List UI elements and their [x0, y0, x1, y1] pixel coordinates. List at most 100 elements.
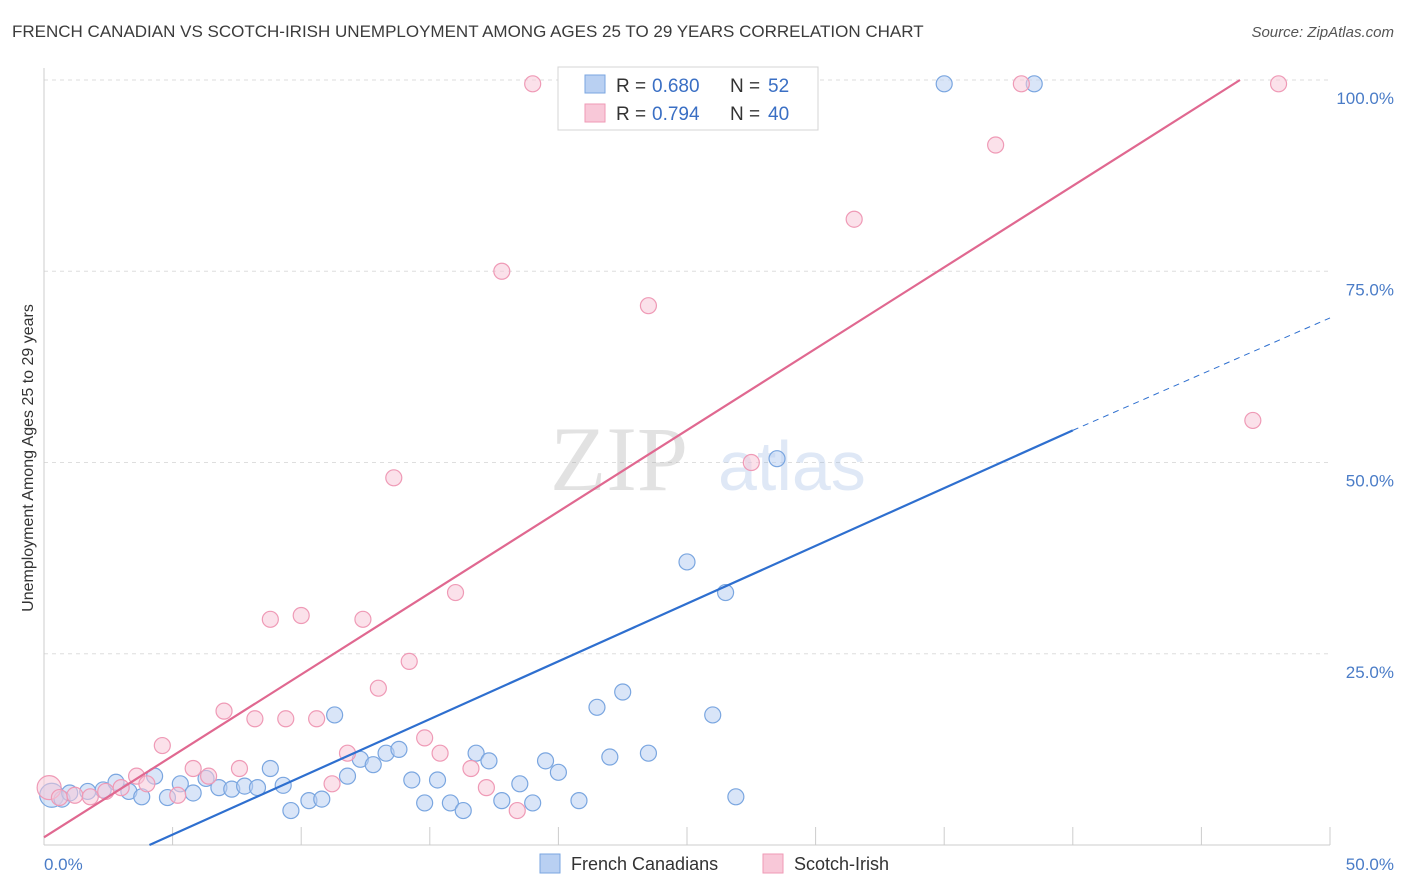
point-scotch-irish-36 — [987, 136, 1005, 154]
bottom-legend-label-scotch-irish: Scotch-Irish — [794, 854, 889, 874]
point-scotch-irish-37 — [1012, 75, 1030, 93]
point-french-canadians-34 — [480, 752, 498, 770]
chart-source: Source: ZipAtlas.com — [1251, 24, 1394, 41]
point-scotch-irish-25 — [416, 729, 434, 747]
trend-layer — [43, 79, 1331, 847]
legend-r-label-1: R = — [616, 104, 646, 125]
legend-r-label-0: R = — [616, 76, 646, 97]
point-scotch-irish-29 — [477, 779, 495, 797]
y-tick-label-50: 50.0% — [1346, 472, 1394, 491]
watermark: ZIP atlas — [550, 408, 866, 510]
point-french-canadians-17 — [261, 759, 279, 778]
trend-line-extension-french-canadians — [1072, 317, 1331, 431]
point-french-canadians-50 — [935, 75, 953, 93]
point-scotch-irish-28 — [462, 759, 480, 778]
point-scotch-irish-15 — [261, 610, 279, 628]
point-scotch-irish-16 — [277, 710, 295, 728]
trend-line-french-canadians — [149, 429, 1074, 847]
x-tick-label-min: 0.0% — [44, 855, 83, 874]
point-scotch-irish-9 — [169, 786, 187, 804]
legend-r-value-1: 0.794 — [652, 104, 700, 125]
x-ticks — [172, 827, 1331, 845]
bottom-legend-label-french-canadians: French Canadians — [571, 854, 718, 874]
point-french-canadians-11 — [184, 784, 202, 802]
stats-legend: R = 0.680 N = 52 R = 0.794 N = 40 — [557, 66, 819, 131]
point-scotch-irish-22 — [369, 679, 387, 697]
point-scotch-irish-30 — [493, 262, 511, 280]
point-scotch-irish-12 — [215, 702, 233, 720]
point-french-canadians-19 — [282, 801, 300, 820]
bottom-legend-swatch-scotch-irish — [762, 853, 784, 874]
legend-swatch-french-canadians — [584, 74, 606, 94]
point-scotch-irish-17 — [292, 606, 310, 625]
point-french-canadians-25 — [364, 756, 382, 774]
series-legend: French Canadians Scotch-Irish — [539, 853, 889, 874]
point-french-canadians-27 — [390, 740, 408, 758]
point-french-canadians-48 — [727, 788, 745, 806]
y-tick-label-25: 25.0% — [1346, 663, 1394, 682]
point-french-canadians-37 — [524, 794, 542, 812]
point-scotch-irish-35 — [845, 210, 863, 228]
legend-n-value-0: 52 — [768, 76, 789, 97]
point-scotch-irish-34 — [742, 453, 760, 472]
point-french-canadians-30 — [428, 771, 447, 789]
point-french-canadians-46 — [704, 706, 722, 724]
bottom-legend-swatch-french-canadians — [539, 853, 561, 874]
point-scotch-irish-33 — [639, 297, 658, 315]
point-french-canadians-45 — [678, 553, 696, 571]
y-tick-label-100: 100.0% — [1336, 89, 1394, 108]
point-french-canadians-39 — [549, 763, 568, 781]
legend-n-value-1: 40 — [768, 104, 789, 125]
point-french-canadians-35 — [493, 792, 511, 810]
point-scotch-irish-23 — [385, 469, 403, 487]
point-scotch-irish-21 — [354, 610, 372, 628]
point-scotch-irish-2 — [66, 786, 84, 804]
point-french-canadians-29 — [416, 794, 434, 812]
point-scotch-irish-10 — [184, 759, 202, 778]
point-scotch-irish-8 — [153, 736, 171, 755]
x-tick-label-max: 50.0% — [1346, 855, 1394, 874]
point-scotch-irish-31 — [508, 801, 526, 820]
point-scotch-irish-7 — [138, 775, 156, 793]
point-french-canadians-49 — [768, 450, 786, 468]
point-french-canadians-38 — [536, 752, 555, 770]
watermark-atlas: atlas — [718, 427, 866, 505]
point-french-canadians-43 — [614, 683, 632, 701]
y-axis-label: Unemployment Among Ages 25 to 29 years — [20, 304, 37, 612]
point-scotch-irish-38 — [1244, 411, 1262, 430]
point-scotch-irish-19 — [323, 775, 341, 793]
point-french-canadians-33 — [467, 744, 485, 762]
point-scotch-irish-11 — [200, 767, 218, 785]
point-french-canadians-22 — [326, 706, 344, 724]
trend-line-scotch-irish — [43, 79, 1241, 839]
point-french-canadians-42 — [601, 748, 619, 766]
point-french-canadians-40 — [570, 792, 588, 810]
point-scotch-irish-27 — [446, 583, 465, 602]
point-scotch-irish-14 — [246, 710, 264, 728]
legend-swatch-scotch-irish — [584, 103, 606, 123]
point-french-canadians-23 — [338, 767, 357, 785]
point-scotch-irish-1 — [50, 788, 69, 807]
point-french-canadians-21 — [313, 790, 331, 808]
point-scotch-irish-24 — [400, 652, 418, 671]
point-scotch-irish-3 — [81, 788, 99, 806]
points-layer — [36, 75, 1288, 820]
point-scotch-irish-13 — [230, 759, 249, 778]
point-scotch-irish-32 — [524, 75, 542, 93]
point-french-canadians-36 — [511, 775, 529, 793]
point-scotch-irish-39 — [1269, 75, 1288, 93]
point-french-canadians-44 — [639, 744, 658, 762]
chart-title: FRENCH CANADIAN VS SCOTCH-IRISH UNEMPLOY… — [12, 22, 924, 41]
point-french-canadians-32 — [454, 801, 472, 820]
legend-n-label-0: N = — [730, 76, 760, 97]
point-scotch-irish-26 — [431, 744, 449, 762]
y-tick-label-75: 75.0% — [1346, 280, 1394, 299]
y-tick-labels: 25.0% 50.0% 75.0% 100.0% — [1336, 89, 1394, 682]
point-scotch-irish-18 — [308, 710, 326, 728]
watermark-zip: ZIP — [550, 408, 688, 510]
legend-r-value-0: 0.680 — [652, 76, 700, 97]
point-french-canadians-28 — [403, 771, 421, 789]
point-french-canadians-31 — [441, 794, 459, 812]
point-french-canadians-41 — [588, 698, 606, 716]
